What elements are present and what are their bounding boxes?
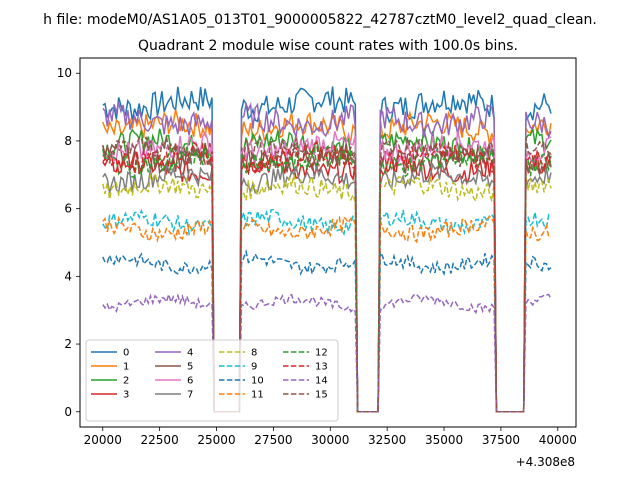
legend-label-14: 14 <box>315 376 328 387</box>
legend-label-4: 4 <box>187 348 193 359</box>
series-line-3 <box>102 152 552 413</box>
chart-title: Quadrant 2 module wise count rates with … <box>138 38 518 54</box>
x-tick-label: 27500 <box>254 433 292 447</box>
x-tick-label: 22500 <box>141 433 179 447</box>
x-tick-label: 20000 <box>84 433 122 447</box>
x-tick-label: 35000 <box>425 433 463 447</box>
legend-label-9: 9 <box>251 362 257 373</box>
y-tick-label: 2 <box>64 337 72 351</box>
series-line-8 <box>102 171 552 413</box>
series-line-15 <box>102 135 552 413</box>
x-offset-label: +4.308e8 <box>516 455 575 469</box>
series-line-11 <box>102 215 551 413</box>
x-tick-label: 30000 <box>311 433 349 447</box>
legend-label-13: 13 <box>315 362 328 373</box>
legend-label-15: 15 <box>315 390 328 401</box>
y-axis: 0 2 4 6 8 10 <box>57 66 80 419</box>
legend-label-0: 0 <box>123 348 129 359</box>
x-tick-label: 32500 <box>368 433 406 447</box>
chart-suptitle: h file: modeM0/AS1A05_013T01_9000005822_… <box>43 12 597 28</box>
series-line-7 <box>102 162 552 413</box>
legend-label-10: 10 <box>251 376 264 387</box>
legend-label-7: 7 <box>187 390 193 401</box>
y-tick-label: 4 <box>64 269 72 283</box>
series-line-9 <box>102 208 552 413</box>
legend-label-12: 12 <box>315 348 328 359</box>
legend-label-8: 8 <box>251 348 257 359</box>
plot-frame <box>79 57 577 428</box>
y-tick-label: 0 <box>64 405 72 419</box>
legend-label-5: 5 <box>187 362 193 373</box>
x-axis: 20000 22500 25000 27500 30000 32500 35000 37500… <box>84 427 577 447</box>
legend-box <box>85 339 339 422</box>
legend-label-1: 1 <box>123 362 129 373</box>
y-tick-label: 8 <box>64 134 72 148</box>
y-tick-label: 10 <box>57 66 72 80</box>
x-tick-label: 37500 <box>482 433 520 447</box>
series-line-1 <box>102 109 552 413</box>
legend-label-3: 3 <box>123 390 129 401</box>
series-line-10 <box>102 248 552 413</box>
legend-label-6: 6 <box>187 376 193 387</box>
series-line-0 <box>102 86 552 413</box>
x-tick-label: 25000 <box>197 433 235 447</box>
series-line-13 <box>102 140 552 413</box>
x-tick-label: 40000 <box>539 433 577 447</box>
series-line-4 <box>102 100 552 413</box>
legend-label-2: 2 <box>123 376 129 387</box>
plot-lines <box>102 86 552 413</box>
y-tick-label: 6 <box>64 202 72 216</box>
series-line-14 <box>102 291 552 413</box>
legend-label-11: 11 <box>251 390 264 401</box>
